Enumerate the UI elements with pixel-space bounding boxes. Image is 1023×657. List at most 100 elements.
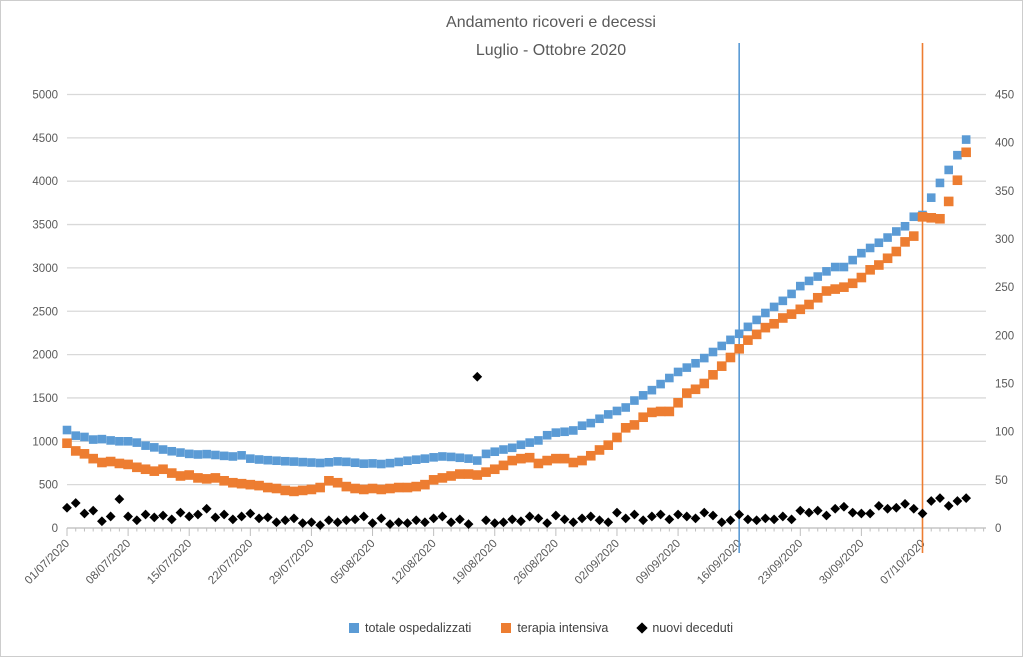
data-point	[411, 515, 422, 526]
data-point	[935, 178, 945, 188]
data-point	[795, 505, 806, 516]
data-point	[760, 513, 771, 524]
data-point	[926, 496, 937, 506]
data-point	[804, 507, 814, 518]
data-point	[909, 212, 919, 222]
data-point	[62, 502, 72, 513]
data-point	[507, 443, 517, 453]
data-point	[210, 512, 221, 523]
data-point	[821, 286, 832, 296]
data-point	[691, 358, 700, 368]
data-point	[542, 430, 552, 440]
data-point	[88, 453, 98, 464]
data-point	[236, 511, 247, 522]
chart-title-line2: Luglio - Ottobre 2020	[475, 42, 627, 59]
data-point	[857, 248, 866, 258]
data-point	[743, 514, 753, 525]
data-point	[411, 455, 421, 464]
data-point	[88, 435, 98, 444]
data-point	[490, 447, 500, 457]
data-point	[751, 515, 762, 526]
data-point	[368, 459, 377, 468]
data-point	[132, 438, 142, 447]
data-point	[892, 227, 901, 236]
x-axis-date-label: 19/08/2020	[451, 538, 500, 587]
data-point	[559, 453, 570, 464]
legend-item-totale-ospedalizzati: totale ospedalizzati	[349, 621, 471, 635]
y-axis-left-label: 500	[39, 480, 58, 492]
data-point	[140, 464, 151, 475]
data-point	[140, 509, 151, 520]
data-point	[184, 449, 194, 459]
data-point	[682, 388, 692, 398]
data-point	[499, 445, 508, 454]
data-point	[166, 514, 177, 525]
data-point	[525, 438, 534, 447]
data-point	[228, 477, 238, 488]
y-axis-right-label: 50	[995, 475, 1008, 487]
data-point	[385, 519, 395, 530]
data-point	[446, 517, 456, 528]
x-axis-date-label: 09/09/2020	[634, 538, 683, 587]
data-point	[254, 480, 264, 491]
data-point	[961, 135, 971, 144]
data-point	[961, 493, 972, 504]
legend-label: terapia intensiva	[517, 621, 609, 635]
data-point	[812, 505, 823, 516]
series-nuovi-deceduti	[62, 371, 972, 530]
data-point	[358, 511, 369, 522]
data-point	[882, 253, 893, 264]
data-point	[393, 517, 404, 528]
data-point	[681, 511, 692, 522]
data-point	[446, 471, 456, 481]
data-point	[716, 361, 727, 371]
data-point	[655, 509, 666, 520]
y-axis-left-label: 0	[52, 523, 58, 535]
data-point	[830, 503, 841, 514]
data-point	[821, 510, 832, 521]
data-point	[80, 432, 89, 442]
data-point	[254, 513, 264, 524]
data-point	[516, 516, 526, 527]
data-point	[272, 456, 281, 466]
data-point	[900, 237, 910, 247]
data-point	[603, 440, 614, 450]
data-point	[498, 517, 509, 528]
data-point	[254, 455, 264, 464]
data-point	[315, 458, 325, 468]
data-point	[367, 483, 378, 494]
data-point	[533, 458, 544, 469]
y-axis-right-label: 150	[995, 379, 1014, 391]
data-point	[568, 517, 579, 528]
data-point	[585, 511, 596, 522]
data-point	[716, 517, 727, 528]
data-point	[342, 457, 351, 467]
data-point	[158, 464, 168, 475]
data-point	[123, 459, 133, 470]
data-point	[839, 282, 849, 292]
data-point	[289, 513, 299, 524]
x-axis-date-label: 16/09/2020	[695, 538, 744, 587]
data-point	[184, 511, 195, 522]
data-point	[734, 329, 744, 339]
data-point	[874, 260, 884, 270]
data-point	[88, 505, 99, 516]
y-axis-right-label: 200	[995, 330, 1014, 342]
data-point	[455, 453, 465, 463]
data-point	[123, 511, 133, 522]
data-point	[865, 265, 875, 275]
data-point	[542, 518, 553, 529]
data-point	[682, 363, 692, 372]
blue-square-icon	[349, 623, 359, 633]
data-point	[926, 213, 937, 223]
data-point	[664, 514, 675, 525]
data-point	[141, 441, 150, 450]
data-point	[324, 457, 334, 467]
data-point	[656, 379, 665, 389]
data-point	[175, 507, 186, 518]
data-point	[751, 329, 762, 340]
data-point	[524, 511, 535, 522]
x-axis-date-label: 22/07/2020	[206, 538, 255, 587]
data-point	[699, 507, 710, 518]
